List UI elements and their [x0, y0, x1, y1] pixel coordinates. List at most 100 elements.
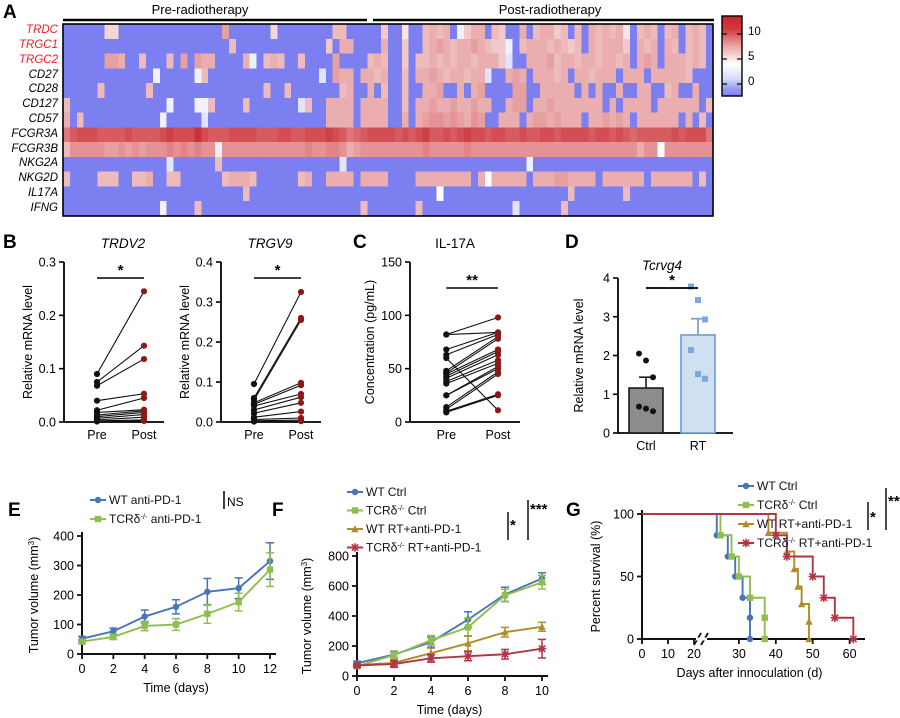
svg-text:200: 200 [53, 589, 74, 603]
svg-text:*: * [275, 262, 281, 279]
heatmap-row-label-il17a: IL17A [27, 186, 58, 199]
panelE-tumor-growth-plot: 0 100 200 300 400 0 2 4 6 8 10 12 WT anti-PD-1 TCRδ-/… [27, 491, 277, 695]
panelB-left-title: TRDV2 [100, 236, 146, 251]
heatmap-row-label-cd28: CD28 [28, 83, 58, 96]
svg-text:TCRδ-/- anti-PD-1: TCRδ-/- anti-PD-1 [109, 512, 202, 527]
svg-text:100: 100 [53, 618, 74, 632]
svg-text:0: 0 [79, 662, 86, 676]
colorbar-tick-10: 10 [748, 26, 761, 38]
svg-text:WT anti-PD-1: WT anti-PD-1 [109, 493, 182, 507]
svg-text:Concentration (pg/mL): Concentration (pg/mL) [363, 280, 377, 404]
svg-text:Pre: Pre [437, 428, 457, 442]
svg-text:TCRδ-/- Ctrl: TCRδ-/- Ctrl [366, 503, 426, 518]
svg-text:8: 8 [204, 662, 211, 676]
svg-text:8: 8 [502, 684, 509, 698]
svg-text:Days after innoculation (d): Days after innoculation (d) [677, 666, 823, 680]
svg-text:*: * [510, 517, 516, 534]
group-label-pre: Pre-radiotherapy [151, 2, 249, 17]
svg-text:4: 4 [603, 272, 610, 286]
svg-text:WT Ctrl: WT Ctrl [757, 479, 797, 493]
svg-text:TCRδ-/- RT+anti-PD-1: TCRδ-/- RT+anti-PD-1 [757, 536, 873, 551]
svg-text:1: 1 [603, 388, 610, 402]
svg-text:0.0: 0.0 [39, 416, 56, 430]
svg-text:20: 20 [687, 647, 701, 661]
svg-text:0.1: 0.1 [39, 362, 56, 376]
svg-text:4: 4 [141, 662, 148, 676]
svg-text:12: 12 [263, 662, 277, 676]
heatmap-colorbar [721, 15, 743, 97]
svg-text:0: 0 [639, 647, 646, 661]
svg-text:TCRδ-/- RT+anti-PD-1: TCRδ-/- RT+anti-PD-1 [366, 540, 482, 555]
svg-text:Ctrl: Ctrl [636, 439, 655, 453]
panel-letter-b: B [3, 232, 17, 253]
panelD-tcrvg4-plot: 0 1 2 3 4 Ctrl RT * Relative mRNA level [572, 272, 733, 453]
svg-text:Tumor volume (mm3): Tumor volume (mm3) [27, 537, 42, 654]
svg-text:0: 0 [603, 427, 610, 441]
svg-text:**: ** [466, 272, 478, 289]
svg-text:0: 0 [395, 416, 402, 430]
svg-text:6: 6 [173, 662, 180, 676]
svg-text:100: 100 [381, 309, 402, 323]
svg-text:Tumor volume (mm3): Tumor volume (mm3) [300, 558, 315, 675]
svg-text:2: 2 [110, 662, 117, 676]
panelB-right-title: TRGV9 [247, 236, 293, 251]
svg-text:RT: RT [690, 439, 707, 453]
panelC-il17a-plot: 0 50 100 150 Pre Post ** Concentration (pg/mL) [363, 256, 520, 442]
svg-text:150: 150 [381, 256, 402, 270]
colorbar-tick-0: 0 [748, 76, 755, 88]
svg-text:0: 0 [354, 684, 361, 698]
svg-text:***: *** [888, 493, 900, 510]
svg-text:Percent survival (%): Percent survival (%) [589, 521, 603, 633]
svg-text:Pre: Pre [87, 428, 107, 442]
svg-text:Time (days): Time (days) [417, 703, 483, 717]
svg-text:10: 10 [232, 662, 246, 676]
heatmap-row-label-trgc1: TRGC1 [19, 39, 58, 52]
svg-text:Pre: Pre [244, 428, 264, 442]
svg-text:60: 60 [843, 647, 857, 661]
svg-text:Relative mRNA level: Relative mRNA level [572, 299, 586, 413]
svg-text:600: 600 [328, 580, 349, 594]
svg-text:*: * [669, 272, 675, 289]
svg-text:4: 4 [428, 684, 435, 698]
svg-text:2: 2 [603, 349, 610, 363]
svg-text:0.0: 0.0 [196, 416, 213, 430]
heatmap-row-label-nkg2d: NKG2D [18, 172, 58, 185]
svg-text:0.4: 0.4 [196, 256, 213, 270]
svg-text:0.3: 0.3 [196, 296, 213, 310]
panelB-trgv9-plot: 0.0 0.1 0.2 0.3 0.4 Pre Post * Relative mRNA lev… [178, 256, 321, 442]
panel-letter-a: A [3, 2, 17, 23]
panel-letter-e: E [8, 500, 21, 521]
heatmap-row-label-trdc: TRDC [26, 24, 58, 37]
heatmap-row-label-cd27: CD27 [28, 68, 58, 81]
svg-text:0.2: 0.2 [196, 336, 213, 350]
svg-text:100: 100 [613, 508, 634, 522]
panelC-title: IL-17A [435, 236, 475, 251]
svg-text:0: 0 [342, 670, 349, 684]
svg-text:Post: Post [485, 428, 511, 442]
svg-text:30: 30 [732, 647, 746, 661]
svg-text:3: 3 [603, 310, 610, 324]
svg-text:WT RT+anti-PD-1: WT RT+anti-PD-1 [757, 517, 853, 531]
svg-text:Relative mRNA level: Relative mRNA level [178, 285, 192, 399]
svg-text:WT Ctrl: WT Ctrl [366, 485, 406, 499]
panelG-survival-plot: 0 50 100 0 10 20 30 40 50 60 WT Ctrl TCRδ-/- Ctrl WT… [589, 479, 900, 680]
svg-text:TCRδ-/- Ctrl: TCRδ-/- Ctrl [757, 498, 817, 513]
panelB-trdv2-plot: 0.0 0.1 0.2 0.3 Pre Post * Relative mRNA level [21, 256, 164, 442]
svg-text:800: 800 [328, 550, 349, 564]
svg-text:0: 0 [67, 648, 74, 662]
svg-text:10: 10 [535, 684, 549, 698]
svg-text:*: * [118, 262, 124, 279]
panel-letter-f: F [272, 500, 284, 521]
svg-text:400: 400 [53, 530, 74, 544]
svg-text:Time (days): Time (days) [143, 681, 209, 695]
heatmap-row-label-fcgr3a: FCGR3A [11, 127, 58, 140]
heatmap-row-label-nkg2a: NKG2A [19, 157, 58, 170]
heatmap-row-label-fcgr3b: FCGR3B [11, 142, 58, 155]
svg-text:200: 200 [328, 640, 349, 654]
svg-text:Post: Post [288, 428, 314, 442]
panelF-tumor-growth-plot: 0 200 400 600 800 0 2 4 6 8 10 WT Ctrl TCRδ-/- Ctrl W… [300, 485, 549, 717]
heatmap-row-label-cd127: CD127 [22, 98, 58, 111]
heatmap-panel-a [62, 23, 714, 217]
svg-text:0.1: 0.1 [196, 376, 213, 390]
